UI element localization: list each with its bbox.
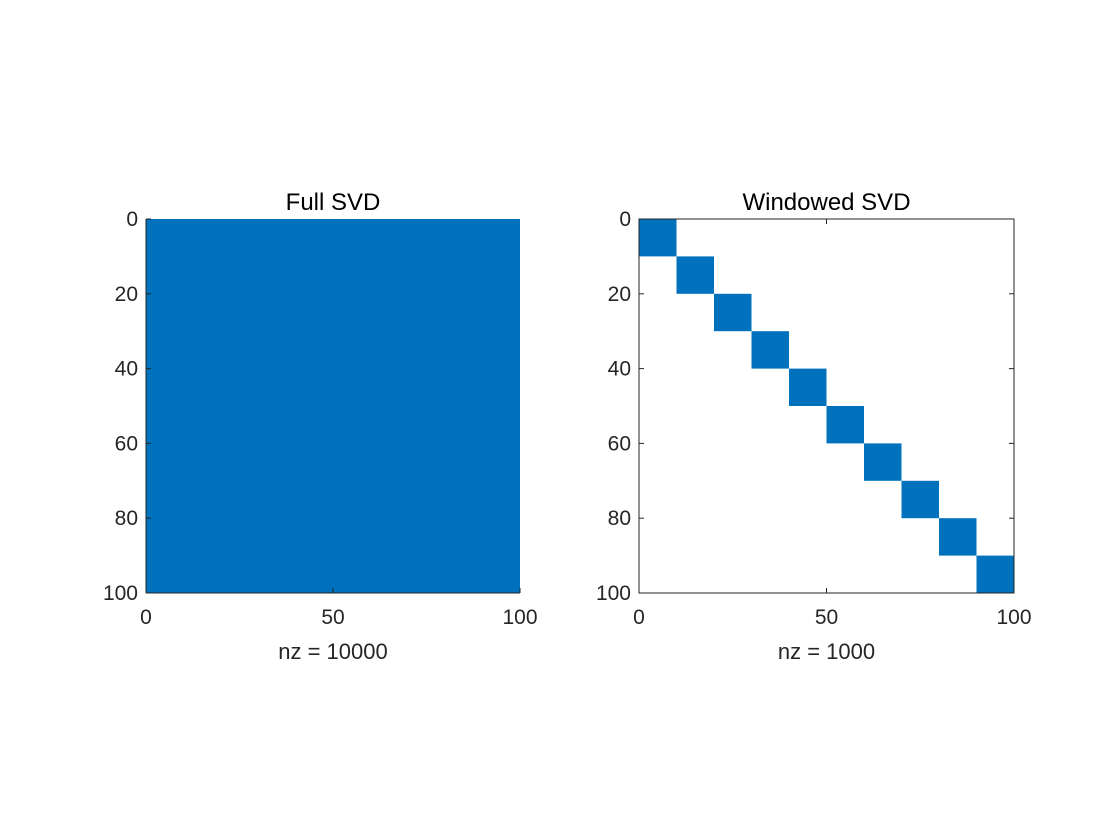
x-tick-label: 50 <box>815 606 838 629</box>
chart-title: Full SVD <box>286 189 381 216</box>
nonzero-block-4 <box>751 331 789 369</box>
nonzero-block-1 <box>639 219 677 257</box>
nonzero-block-9 <box>939 518 977 556</box>
y-tick-label: 40 <box>115 358 138 381</box>
x-tick-label: 100 <box>502 606 537 629</box>
nonzero-block-5 <box>789 368 827 406</box>
x-tick-label: 100 <box>996 606 1031 629</box>
x-axis-label: nz = 10000 <box>278 639 387 664</box>
y-tick-label: 100 <box>103 582 138 605</box>
nonzero-block-10 <box>976 555 1014 593</box>
y-tick-label: 0 <box>126 208 138 231</box>
y-tick-label: 20 <box>608 283 631 306</box>
y-tick-label: 60 <box>115 432 138 455</box>
nonzero-block-3 <box>714 293 752 332</box>
nonzero-block-2 <box>676 256 714 294</box>
nonzero-block-6 <box>826 406 864 444</box>
y-tick-label: 40 <box>608 358 631 381</box>
y-tick-label: 80 <box>608 507 631 530</box>
y-tick-label: 100 <box>596 582 631 605</box>
nonzero-block-7 <box>864 443 902 481</box>
y-tick-label: 60 <box>608 432 631 455</box>
y-tick-label: 20 <box>115 283 138 306</box>
x-tick-label: 0 <box>633 606 645 629</box>
x-axis-label: nz = 1000 <box>778 639 875 664</box>
chart-title: Windowed SVD <box>742 189 910 216</box>
x-tick-label: 50 <box>321 606 344 629</box>
nonzero-block-8 <box>901 480 939 519</box>
nonzero-block-1 <box>146 219 520 593</box>
y-tick-label: 80 <box>115 507 138 530</box>
x-tick-label: 0 <box>140 606 152 629</box>
y-tick-label: 0 <box>619 208 631 231</box>
